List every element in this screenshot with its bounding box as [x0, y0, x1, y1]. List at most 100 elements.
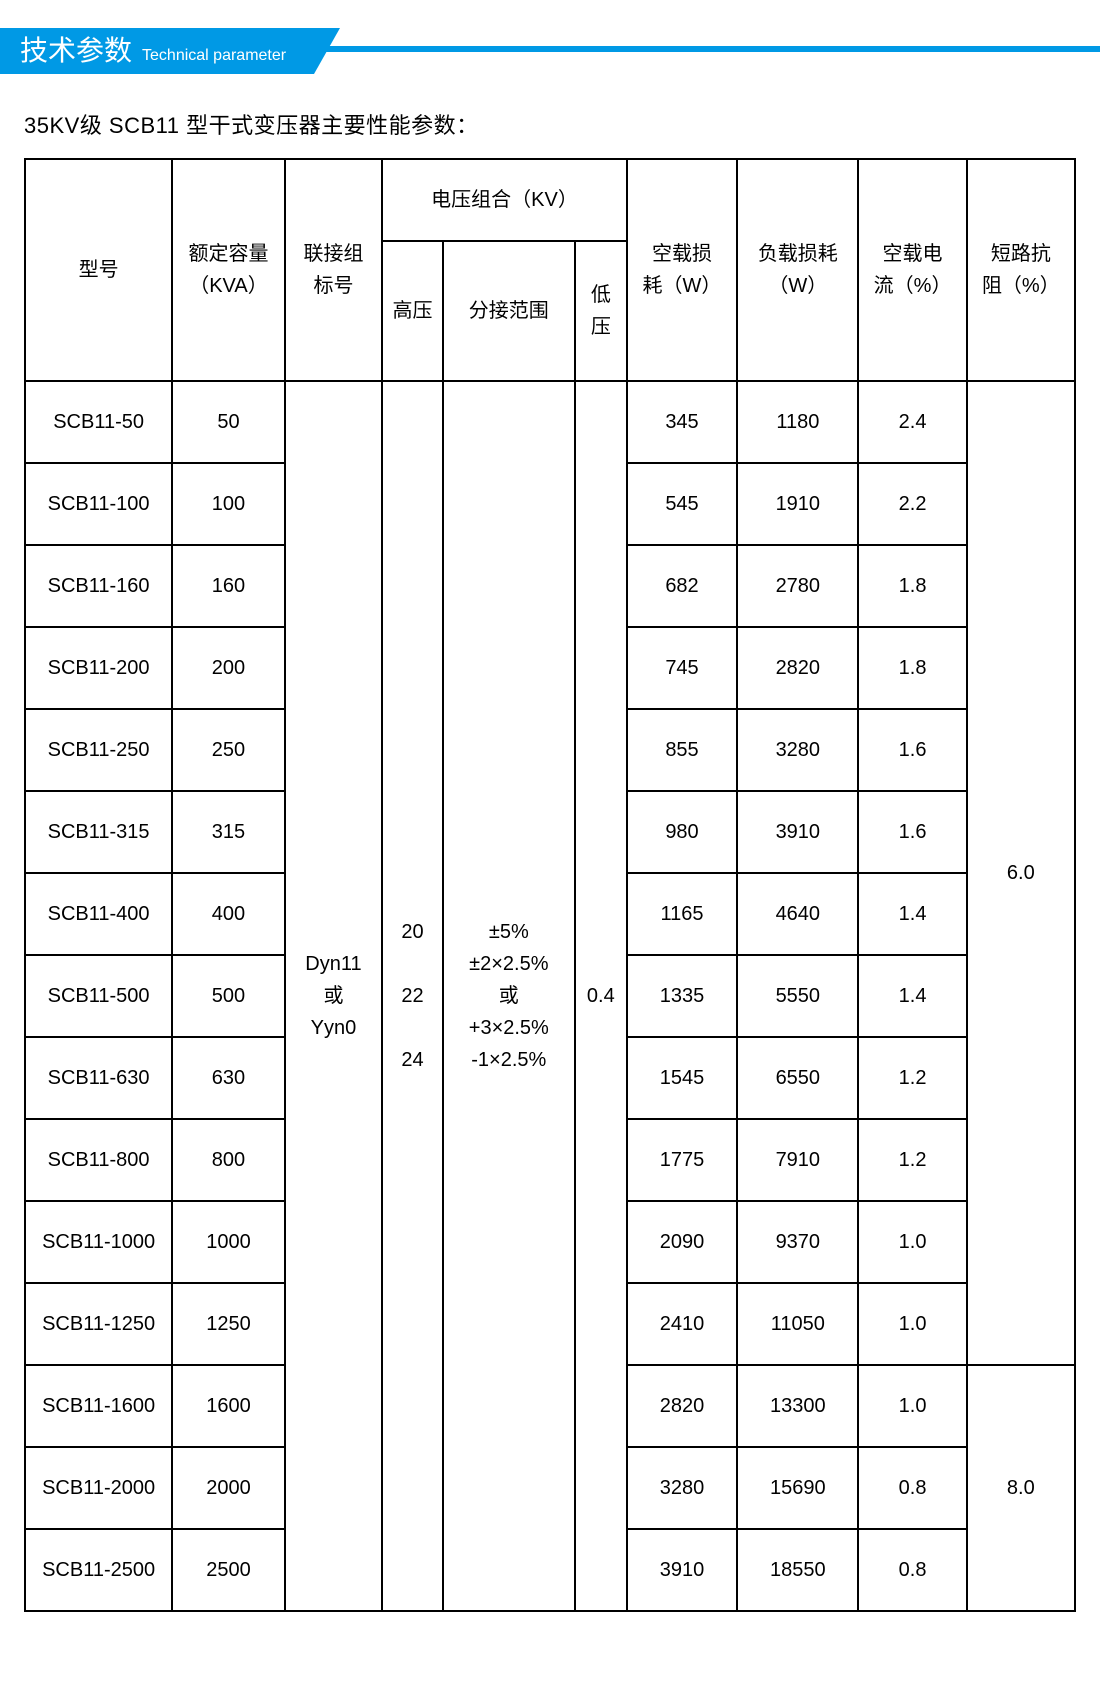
cell-kva: 630: [172, 1037, 285, 1119]
col-voltage-group: 电压组合（KV）: [382, 159, 627, 241]
cell-nlloss: 855: [627, 709, 737, 791]
cell-nlc: 1.0: [858, 1365, 966, 1447]
table-body: SCB11-50 50 Dyn11 或 Yyn0 20 22 24 ±5% ±2…: [25, 381, 1075, 1611]
cell-model: SCB11-800: [25, 1119, 172, 1201]
cell-model: SCB11-1000: [25, 1201, 172, 1283]
cell-nlc: 1.8: [858, 545, 966, 627]
cell-nlc: 1.2: [858, 1119, 966, 1201]
cell-model: SCB11-2000: [25, 1447, 172, 1529]
cell-nlc: 1.8: [858, 627, 966, 709]
cell-model: SCB11-250: [25, 709, 172, 791]
cell-lloss: 13300: [737, 1365, 858, 1447]
cell-kva: 250: [172, 709, 285, 791]
cell-nlloss: 3280: [627, 1447, 737, 1529]
cell-impedance-b: 8.0: [967, 1365, 1075, 1611]
cell-hv: 20 22 24: [382, 381, 443, 1611]
col-hv: 高压: [382, 241, 443, 381]
cell-nlloss: 545: [627, 463, 737, 545]
cell-kva: 2500: [172, 1529, 285, 1611]
cell-nlc: 1.4: [858, 955, 966, 1037]
header-tab: 技术参数 Technical parameter: [0, 28, 314, 74]
cell-lloss: 2820: [737, 627, 858, 709]
spec-table: 型号 额定容量 （KVA） 联接组 标号 电压组合（KV） 空载损 耗（W） 负…: [24, 158, 1076, 1612]
cell-kva: 315: [172, 791, 285, 873]
cell-nlloss: 345: [627, 381, 737, 463]
cell-lloss: 2780: [737, 545, 858, 627]
col-no-load-loss: 空载损 耗（W）: [627, 159, 737, 381]
cell-model: SCB11-1250: [25, 1283, 172, 1365]
cell-kva: 2000: [172, 1447, 285, 1529]
table-header: 型号 额定容量 （KVA） 联接组 标号 电压组合（KV） 空载损 耗（W） 负…: [25, 159, 1075, 381]
cell-nlloss: 980: [627, 791, 737, 873]
cell-lloss: 6550: [737, 1037, 858, 1119]
cell-kva: 200: [172, 627, 285, 709]
col-tap-range: 分接范围: [443, 241, 575, 381]
cell-lloss: 5550: [737, 955, 858, 1037]
cell-model: SCB11-1600: [25, 1365, 172, 1447]
cell-nlloss: 682: [627, 545, 737, 627]
table-row: SCB11-50 50 Dyn11 或 Yyn0 20 22 24 ±5% ±2…: [25, 381, 1075, 463]
cell-nlloss: 745: [627, 627, 737, 709]
cell-kva: 800: [172, 1119, 285, 1201]
cell-nlloss: 2820: [627, 1365, 737, 1447]
cell-model: SCB11-2500: [25, 1529, 172, 1611]
cell-model: SCB11-500: [25, 955, 172, 1037]
cell-nlloss: 1165: [627, 873, 737, 955]
header-title-zh: 技术参数: [20, 28, 132, 74]
cell-nlc: 0.8: [858, 1447, 966, 1529]
col-rated-capacity: 额定容量 （KVA）: [172, 159, 285, 381]
cell-nlc: 2.2: [858, 463, 966, 545]
header-title-en: Technical parameter: [142, 33, 286, 79]
cell-nlc: 1.2: [858, 1037, 966, 1119]
cell-lloss: 7910: [737, 1119, 858, 1201]
cell-lloss: 3280: [737, 709, 858, 791]
cell-model: SCB11-100: [25, 463, 172, 545]
cell-nlc: 2.4: [858, 381, 966, 463]
cell-lloss: 3910: [737, 791, 858, 873]
col-no-load-current: 空载电 流（%）: [858, 159, 966, 381]
page-subtitle: 35KV级 SCB11 型干式变压器主要性能参数：: [0, 84, 1100, 158]
cell-tap-range: ±5% ±2×2.5% 或 +3×2.5% -1×2.5%: [443, 381, 575, 1611]
col-model: 型号: [25, 159, 172, 381]
cell-kva: 100: [172, 463, 285, 545]
cell-nlc: 0.8: [858, 1529, 966, 1611]
col-short-circuit-impedance: 短路抗 阻（%）: [967, 159, 1075, 381]
cell-lloss: 1180: [737, 381, 858, 463]
cell-lv: 0.4: [575, 381, 627, 1611]
cell-connection-symbol: Dyn11 或 Yyn0: [285, 381, 382, 1611]
cell-nlloss: 1335: [627, 955, 737, 1037]
cell-kva: 500: [172, 955, 285, 1037]
cell-nlc: 1.6: [858, 791, 966, 873]
cell-nlloss: 2410: [627, 1283, 737, 1365]
col-load-loss: 负载损耗 （W）: [737, 159, 858, 381]
cell-model: SCB11-315: [25, 791, 172, 873]
cell-kva: 1600: [172, 1365, 285, 1447]
cell-lloss: 18550: [737, 1529, 858, 1611]
cell-nlloss: 2090: [627, 1201, 737, 1283]
cell-kva: 1250: [172, 1283, 285, 1365]
cell-lloss: 9370: [737, 1201, 858, 1283]
col-connection-symbol: 联接组 标号: [285, 159, 382, 381]
cell-model: SCB11-50: [25, 381, 172, 463]
cell-nlloss: 3910: [627, 1529, 737, 1611]
cell-nlc: 1.6: [858, 709, 966, 791]
cell-impedance-a: 6.0: [967, 381, 1075, 1365]
cell-nlloss: 1775: [627, 1119, 737, 1201]
cell-lloss: 1910: [737, 463, 858, 545]
cell-model: SCB11-160: [25, 545, 172, 627]
cell-kva: 50: [172, 381, 285, 463]
cell-lloss: 4640: [737, 873, 858, 955]
cell-model: SCB11-630: [25, 1037, 172, 1119]
cell-model: SCB11-200: [25, 627, 172, 709]
cell-nlc: 1.4: [858, 873, 966, 955]
cell-lloss: 11050: [737, 1283, 858, 1365]
spec-table-wrap: 型号 额定容量 （KVA） 联接组 标号 电压组合（KV） 空载损 耗（W） 负…: [0, 158, 1100, 1612]
col-lv: 低 压: [575, 241, 627, 381]
cell-kva: 160: [172, 545, 285, 627]
section-header: 技术参数 Technical parameter: [0, 28, 1100, 84]
cell-lloss: 15690: [737, 1447, 858, 1529]
cell-nlloss: 1545: [627, 1037, 737, 1119]
cell-model: SCB11-400: [25, 873, 172, 955]
cell-nlc: 1.0: [858, 1283, 966, 1365]
cell-kva: 1000: [172, 1201, 285, 1283]
